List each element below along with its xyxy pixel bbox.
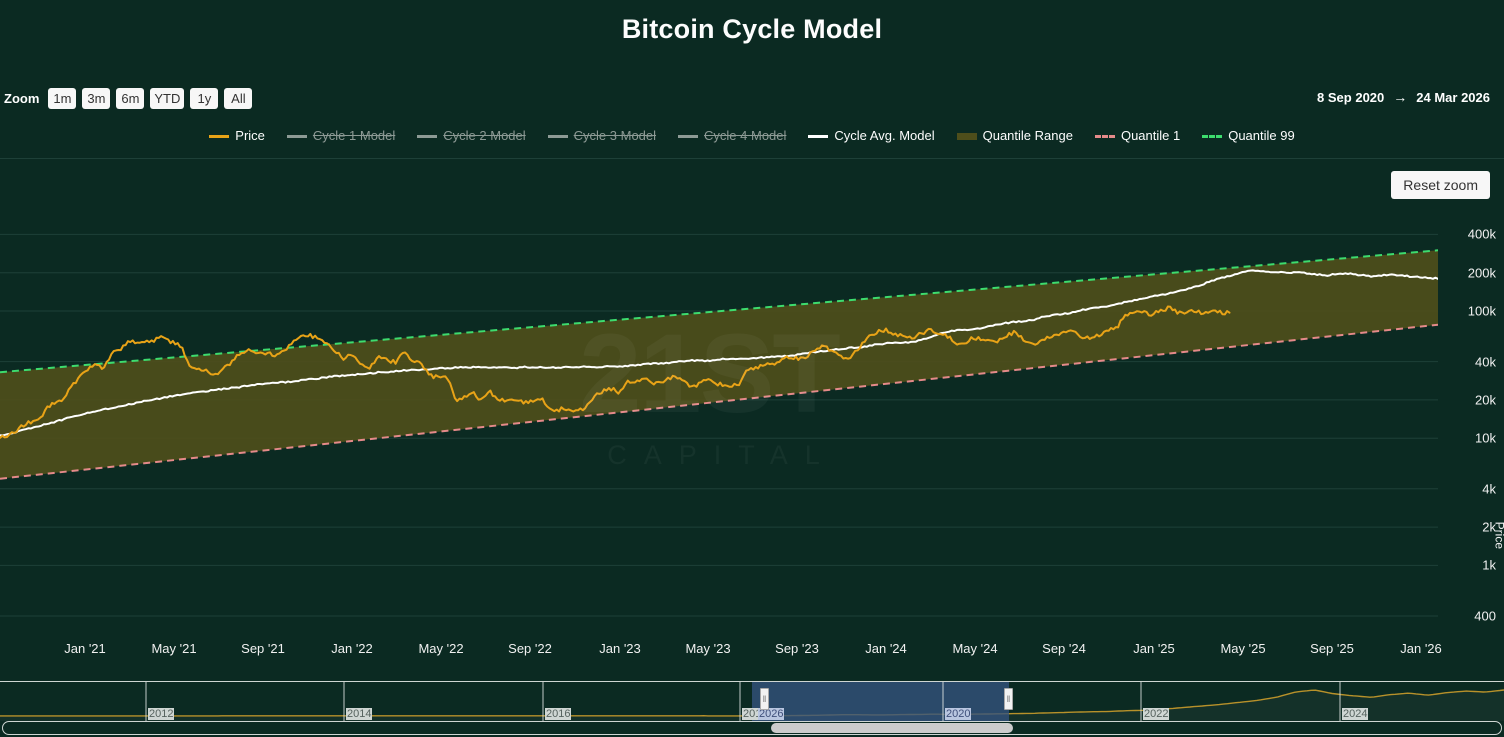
- legend-line-icon: [417, 130, 438, 142]
- legend-item-quantile-99[interactable]: Quantile 99: [1202, 128, 1295, 143]
- x-axis-tick-label: May '21: [151, 641, 197, 656]
- x-axis-tick-label: May '25: [1220, 641, 1266, 656]
- navigator-year-label: 2016: [545, 708, 572, 720]
- navigator-year-label: 2014: [346, 708, 373, 720]
- y-axis-tick-label: 40k: [1475, 354, 1496, 370]
- legend-item-quantile-range[interactable]: Quantile Range: [956, 128, 1073, 143]
- grip-icon: ‖: [762, 693, 767, 704]
- y-axis-tick-label: 200k: [1467, 265, 1496, 281]
- legend-dashed-icon: [1094, 130, 1115, 142]
- x-axis-tick-label: Sep '22: [508, 641, 552, 656]
- range-button-ytd[interactable]: YTD: [150, 88, 185, 109]
- y-axis-tick-label: 100k: [1467, 303, 1496, 319]
- legend-item-label: Quantile 1: [1120, 128, 1181, 143]
- legend-item-label: Cycle 1 Model: [312, 128, 396, 143]
- arrow-right-icon: →: [1393, 89, 1408, 105]
- chart-legend: Price Cycle 1 Model Cycle 2 Model Cycle 3 M…: [0, 128, 1504, 143]
- navigator-year-label: 2012: [148, 708, 175, 720]
- date-range-display: 8 Sep 2020 → 24 Mar 2026: [1317, 89, 1490, 105]
- x-axis-tick-label: Jan '21: [64, 641, 106, 656]
- legend-line-icon: [547, 130, 568, 142]
- range-button-1m[interactable]: 1m: [48, 88, 77, 109]
- navigator-year-label: 2026: [758, 708, 785, 720]
- y-axis-tick-label: 10k: [1475, 430, 1496, 446]
- navigator-handle-left[interactable]: ‖: [760, 688, 769, 710]
- legend-box-icon: [956, 130, 977, 142]
- legend-line-icon: [209, 130, 230, 142]
- legend-item-label: Price: [235, 128, 265, 143]
- scrollbar-thumb[interactable]: [771, 723, 1013, 733]
- range-selector-label: Zoom: [4, 91, 40, 106]
- legend-item-price[interactable]: Price: [209, 128, 265, 143]
- legend-item-cycle-2-model[interactable]: Cycle 2 Model: [417, 128, 526, 143]
- grip-icon: ‖: [1006, 693, 1011, 704]
- y-axis-tick-label: 1k: [1482, 557, 1496, 573]
- plot-area[interactable]: 21ST CAPITAL: [0, 159, 1438, 629]
- navigator-year-label: 2024: [1342, 708, 1369, 720]
- legend-item-cycle-avg-model[interactable]: Cycle Avg. Model: [808, 128, 935, 143]
- range-button-all[interactable]: All: [224, 88, 253, 109]
- navigator-year-label: 2020: [945, 708, 972, 720]
- legend-line-icon: [678, 130, 699, 142]
- x-axis-tick-label: Jan '25: [1133, 641, 1175, 656]
- legend-item-label: Cycle 2 Model: [443, 128, 526, 143]
- legend-item-label: Quantile 99: [1228, 128, 1295, 143]
- x-axis-tick-label: May '22: [418, 641, 464, 656]
- x-axis-tick-label: Sep '21: [241, 641, 285, 656]
- chart-svg: [0, 233, 1438, 617]
- navigator-handle-right[interactable]: ‖: [1004, 688, 1013, 710]
- horizontal-scrollbar[interactable]: [2, 721, 1502, 735]
- y-axis-tick-label: 2k: [1482, 519, 1496, 535]
- legend-dashed-icon: [1202, 130, 1223, 142]
- x-axis-tick-label: Jan '22: [331, 641, 373, 656]
- x-axis-tick-label: May '24: [952, 641, 998, 656]
- legend-line-icon: [808, 130, 829, 142]
- range-button-3m[interactable]: 3m: [82, 88, 111, 109]
- x-axis-tick-label: May '23: [685, 641, 731, 656]
- y-axis-tick-label: 20k: [1475, 392, 1496, 408]
- y-axis-tick-label: 400: [1474, 608, 1496, 624]
- date-range-to[interactable]: 24 Mar 2026: [1416, 89, 1490, 105]
- x-axis-tick-label: Jan '24: [865, 641, 907, 656]
- range-button-6m[interactable]: 6m: [116, 88, 145, 109]
- y-axis-tick-label: 4k: [1482, 481, 1496, 497]
- legend-item-label: Cycle Avg. Model: [834, 128, 935, 143]
- legend-item-cycle-3-model[interactable]: Cycle 3 Model: [547, 128, 657, 143]
- legend-item-label: Cycle 3 Model: [573, 128, 657, 143]
- legend-item-cycle-1-model[interactable]: Cycle 1 Model: [286, 128, 396, 143]
- y-axis-tick-label: 400k: [1467, 226, 1496, 242]
- x-axis-tick-label: Sep '23: [775, 641, 819, 656]
- reset-zoom-button[interactable]: Reset zoom: [1391, 171, 1490, 199]
- legend-item-label: Cycle 4 Model: [704, 128, 787, 143]
- legend-line-icon: [286, 130, 307, 142]
- range-selector: Zoom 1m 3m 6m YTD 1y All: [4, 88, 258, 109]
- x-axis-tick-label: Jan '26: [1400, 641, 1442, 656]
- legend-item-quantile-1[interactable]: Quantile 1: [1094, 128, 1181, 143]
- date-range-from[interactable]: 8 Sep 2020: [1317, 89, 1385, 105]
- legend-item-label: Quantile Range: [982, 128, 1073, 143]
- x-axis-tick-label: Jan '23: [599, 641, 641, 656]
- range-button-1y[interactable]: 1y: [190, 88, 219, 109]
- x-axis-tick-label: Sep '25: [1310, 641, 1354, 656]
- page-title: Bitcoin Cycle Model: [621, 14, 883, 44]
- x-axis-tick-label: Sep '24: [1042, 641, 1086, 656]
- legend-item-cycle-4-model[interactable]: Cycle 4 Model: [678, 128, 786, 143]
- y-axis-title: Price: [1492, 521, 1504, 549]
- navigator[interactable]: 2012 2014 2016 2018 2026 2020 2022 2024 ‖ ‖: [0, 681, 1504, 721]
- navigator-year-label: 2022: [1143, 708, 1170, 720]
- plot-container: Reset zoom 21ST CAPITAL 400k 200k 100k 40k 2…: [0, 158, 1504, 669]
